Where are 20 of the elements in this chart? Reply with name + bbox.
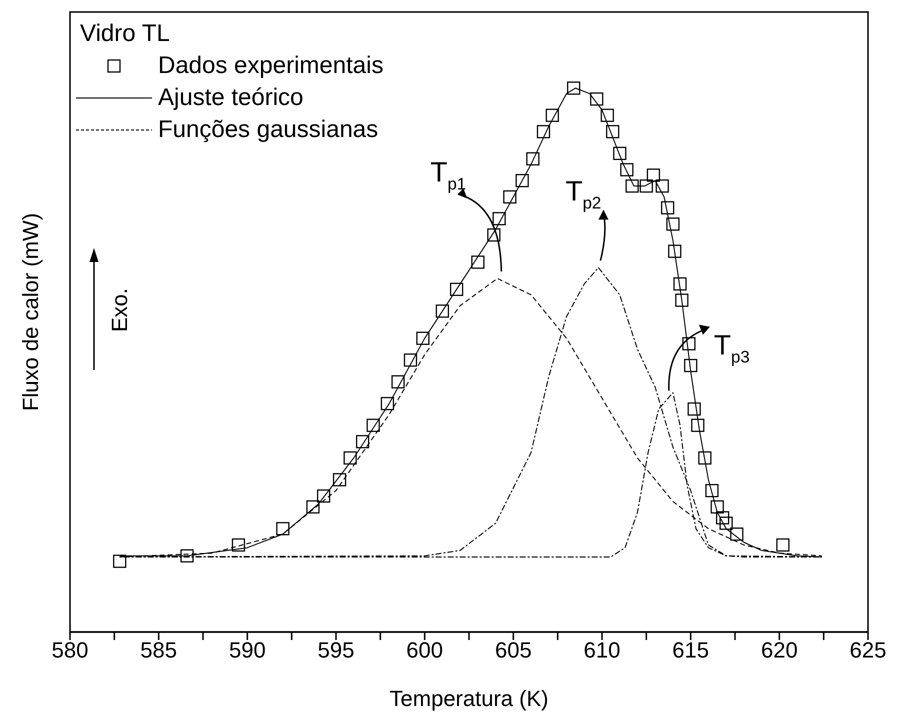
- x-tick-label: 585: [140, 638, 178, 663]
- x-tick-label: 600: [406, 638, 444, 663]
- x-tick-label: 605: [494, 638, 532, 663]
- x-tick-label: 610: [584, 638, 620, 663]
- x-tick-label: 590: [228, 638, 266, 663]
- annotation: T$_{p3}$: [714, 330, 750, 366]
- legend-label: Ajuste teórico: [158, 83, 304, 113]
- x-tick-label: 595: [318, 638, 354, 663]
- legend-title: Vidro TL: [79, 19, 171, 49]
- annotation: Exo.: [107, 288, 132, 332]
- annotation: T$_{p1}$: [430, 156, 466, 194]
- annotation: T$_{p2}$: [565, 176, 602, 212]
- legend-label: Dados experimentais: [158, 51, 384, 81]
- legend-label: Funções gaussianas: [158, 115, 378, 145]
- y-axis-title: Fluxo de calor (mW): [18, 212, 43, 412]
- x-tick-label: 625: [850, 638, 886, 663]
- x-tick-label: 620: [760, 638, 798, 663]
- x-tick-label: 615: [672, 638, 710, 663]
- x-axis-title: Temperatura (K): [390, 686, 548, 711]
- x-tick-label: 580: [52, 638, 88, 663]
